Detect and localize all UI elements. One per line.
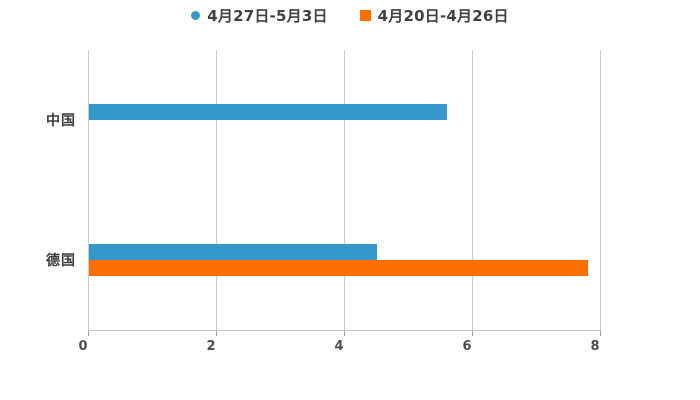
legend-label-week-apr20-apr26: 4月20日-4月26日 — [377, 6, 509, 25]
gridline-x-6 — [472, 50, 473, 330]
gridline-x-0 — [88, 50, 89, 330]
y-category-label-1: 德国 — [46, 253, 76, 269]
gridline-x-2 — [216, 50, 217, 330]
y-category-label-0: 中国 — [46, 113, 76, 129]
x-tick-label-6: 6 — [462, 339, 472, 354]
legend-circle-marker-icon — [191, 10, 201, 20]
bar-德国-series1[interactable] — [89, 260, 589, 276]
x-tick-mark — [344, 331, 345, 336]
x-tick-mark — [472, 331, 473, 336]
x-tick-label-2: 2 — [206, 339, 216, 354]
gridline-x-4 — [344, 50, 345, 330]
bar-中国-series0[interactable] — [89, 104, 448, 120]
plot-area: 0 2 4 6 8 中国德国 — [46, 50, 601, 354]
legend-square-marker-icon — [359, 9, 371, 21]
legend-item-week-apr20-apr26[interactable]: 4月20日-4月26日 — [359, 5, 509, 26]
gridline-x-8 — [600, 50, 601, 330]
x-tick-label-8: 8 — [590, 339, 600, 354]
x-tick-mark — [88, 331, 89, 336]
x-axis-line — [88, 330, 601, 331]
legend: 4月27日-5月3日 4月20日-4月26日 — [0, 3, 700, 27]
x-tick-mark — [600, 331, 601, 336]
x-tick-mark — [216, 331, 217, 336]
x-tick-label-4: 4 — [334, 339, 344, 354]
legend-item-week-apr27-may3[interactable]: 4月27日-5月3日 — [191, 5, 327, 26]
bar-德国-series0[interactable] — [89, 244, 377, 260]
legend-label-week-apr27-may3: 4月27日-5月3日 — [207, 6, 328, 25]
x-tick-label-0: 0 — [78, 339, 88, 354]
